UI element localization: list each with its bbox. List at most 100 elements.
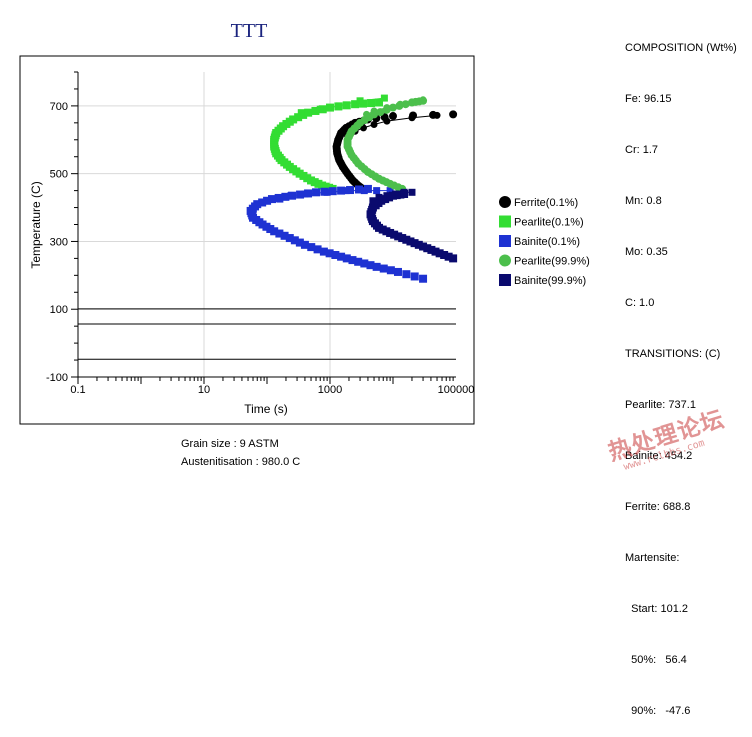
data-point [276, 195, 284, 203]
data-point [401, 100, 410, 109]
data-point [366, 261, 375, 270]
data-point [360, 259, 369, 268]
data-point [393, 267, 402, 276]
data-point [375, 98, 384, 107]
data-point [342, 254, 351, 263]
y-tick-label: -100 [46, 372, 68, 384]
data-point [294, 113, 303, 122]
ttt-chart: 0.1 10 1000 100000 700 500 300 100 -100 Ferrite(… [19, 55, 590, 425]
data-point [297, 109, 305, 117]
series-layer [246, 94, 458, 283]
legend-item: Pearlite(0.1%) [499, 215, 584, 229]
austenitisation-label: Austenitisation : 980.0 C [181, 456, 301, 468]
data-point [307, 243, 316, 252]
data-point [351, 100, 360, 109]
legend-swatch [499, 215, 511, 228]
data-point [253, 200, 262, 209]
data-point [394, 232, 403, 241]
data-point [370, 121, 378, 129]
data-point [375, 193, 383, 201]
data-point [319, 247, 328, 256]
martensite-lines [78, 308, 456, 360]
data-point [300, 240, 309, 249]
data-point [360, 187, 368, 195]
data-point [390, 230, 399, 239]
y-axis-label: Temperature (C) [29, 181, 43, 268]
x-tick-label: 1000 [318, 384, 342, 396]
data-point [280, 231, 289, 240]
data-point [444, 252, 453, 261]
transition-item: Pearlite: 737.1 [625, 399, 696, 411]
legend-label: Ferrite(0.1%) [514, 197, 578, 209]
data-point [406, 237, 415, 246]
composition-item: Mn: 0.8 [625, 195, 662, 207]
data-point [369, 197, 377, 205]
data-point [263, 196, 272, 205]
data-point [386, 187, 394, 195]
composition-item: C: 1.0 [625, 297, 655, 309]
y-tick-label: 300 [50, 236, 68, 248]
data-point [328, 187, 337, 196]
data-point [379, 264, 388, 273]
data-point [419, 242, 428, 251]
data-point [356, 97, 364, 105]
transitions-heading: TRANSITIONS: (C) [625, 348, 721, 360]
data-point [400, 188, 408, 196]
data-point [423, 244, 432, 253]
legend-item: Bainite(99.9%) [499, 274, 586, 287]
chart-frame [19, 55, 475, 425]
data-point [383, 104, 391, 112]
data-point [389, 112, 397, 121]
data-point [449, 254, 458, 263]
transition-item: Martensite: [625, 552, 680, 564]
data-point [335, 102, 343, 110]
data-point [380, 94, 388, 102]
x-tick-label: 10 [198, 384, 210, 396]
data-point [389, 103, 397, 112]
data-point [316, 105, 324, 113]
transition-item: Ferrite: 688.8 [625, 501, 691, 513]
data-point [414, 240, 423, 249]
data-point [402, 235, 411, 244]
data-point [370, 107, 378, 115]
data-point [290, 236, 299, 245]
data-point [285, 234, 294, 243]
data-point [287, 192, 295, 200]
data-point [281, 192, 290, 201]
data-point [312, 188, 321, 197]
data-point [408, 114, 416, 122]
legend-item: Bainite(0.1%) [499, 235, 580, 248]
data-point [440, 251, 449, 259]
axes: 0.1 10 1000 100000 700 500 300 100 -100 [46, 71, 475, 396]
data-point [289, 115, 298, 124]
data-point [337, 186, 346, 195]
legend-swatch [499, 196, 511, 208]
data-point [275, 229, 284, 238]
transition-item: Bainite: 454.2 [625, 450, 693, 462]
series-3 [246, 184, 428, 283]
data-point [304, 108, 313, 117]
x-tick-label: 100000 [438, 384, 475, 396]
legend-label: Bainite(99.9%) [514, 275, 586, 287]
data-point [354, 185, 363, 194]
composition-heading: COMPOSITION (Wt%) [625, 42, 737, 54]
data-point [392, 190, 400, 198]
data-point [346, 186, 355, 195]
data-point [323, 188, 331, 196]
data-point [331, 251, 340, 259]
data-point [367, 99, 376, 108]
series-5 [366, 188, 458, 263]
data-point [383, 117, 391, 125]
data-point [419, 96, 427, 104]
data-point [386, 266, 395, 275]
data-point [431, 247, 440, 256]
data-point [267, 195, 276, 204]
data-point [373, 187, 381, 195]
y-tick-label: 500 [50, 169, 68, 181]
legend-label: Pearlite(0.1%) [514, 217, 584, 229]
data-point [398, 234, 407, 243]
y-tick-label: 700 [50, 101, 68, 113]
data-point [372, 262, 381, 271]
data-point [301, 190, 309, 198]
series-4 [343, 96, 428, 193]
